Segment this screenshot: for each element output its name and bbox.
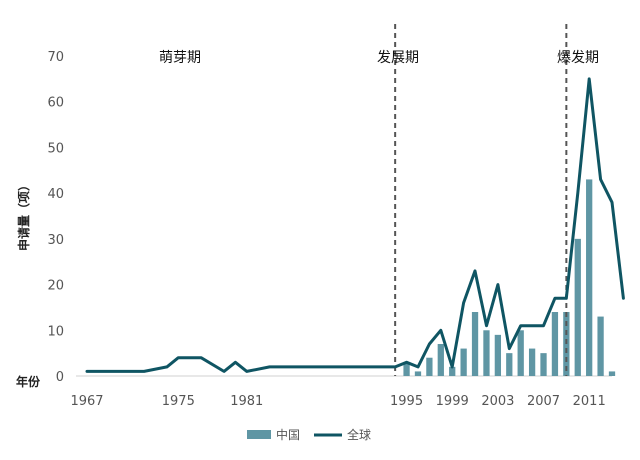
legend: 中国 全球 <box>247 427 371 442</box>
x-tick-label: 1967 <box>70 394 103 409</box>
y-tick-label: 60 <box>47 96 64 111</box>
china-bar <box>483 330 490 376</box>
x-tick-label: 2007 <box>527 394 560 409</box>
x-axis-label: 年份 <box>16 374 41 389</box>
legend-china-label: 中国 <box>276 427 300 442</box>
china-bar <box>426 357 433 376</box>
legend-global-label: 全球 <box>347 427 371 442</box>
china-bar <box>517 330 524 376</box>
china-bar <box>460 348 467 376</box>
y-tick-label: 50 <box>47 141 64 156</box>
x-tick-label: 2011 <box>573 394 606 409</box>
china-bar <box>403 362 410 376</box>
x-tick-label: 1975 <box>162 394 195 409</box>
x-tick-label: 2003 <box>481 394 514 409</box>
global-line <box>85 77 625 373</box>
phase-label-sprout: 萌芽期 <box>159 50 201 66</box>
y-tick-label: 10 <box>47 324 64 339</box>
china-bar <box>540 353 547 376</box>
china-bar <box>586 179 593 376</box>
china-bar <box>551 312 559 376</box>
x-tick-label: 1999 <box>436 394 469 409</box>
legend-china-swatch <box>247 430 271 439</box>
china-bar <box>471 312 479 376</box>
phase-label-development: 发展期 <box>377 50 419 66</box>
china-bar <box>528 348 536 376</box>
china-bar <box>506 353 513 376</box>
y-tick-label: 40 <box>47 187 64 202</box>
china-bar <box>608 371 616 376</box>
x-tick-label: 1995 <box>390 394 423 409</box>
china-bar <box>597 316 604 376</box>
x-tick-label: 1981 <box>230 394 263 409</box>
phase-label-boom: 爆发期 <box>557 50 599 66</box>
y-tick-label: 70 <box>47 50 64 65</box>
china-bar <box>494 334 502 376</box>
china-bar <box>574 238 581 376</box>
china-bar <box>437 344 444 376</box>
y-tick-label: 0 <box>56 370 64 385</box>
y-tick-label: 30 <box>47 233 64 248</box>
china-bar <box>414 371 422 376</box>
y-tick-label: 20 <box>47 279 64 294</box>
y-axis-label: 申请量（项） <box>16 179 31 251</box>
china-bar <box>449 366 456 376</box>
